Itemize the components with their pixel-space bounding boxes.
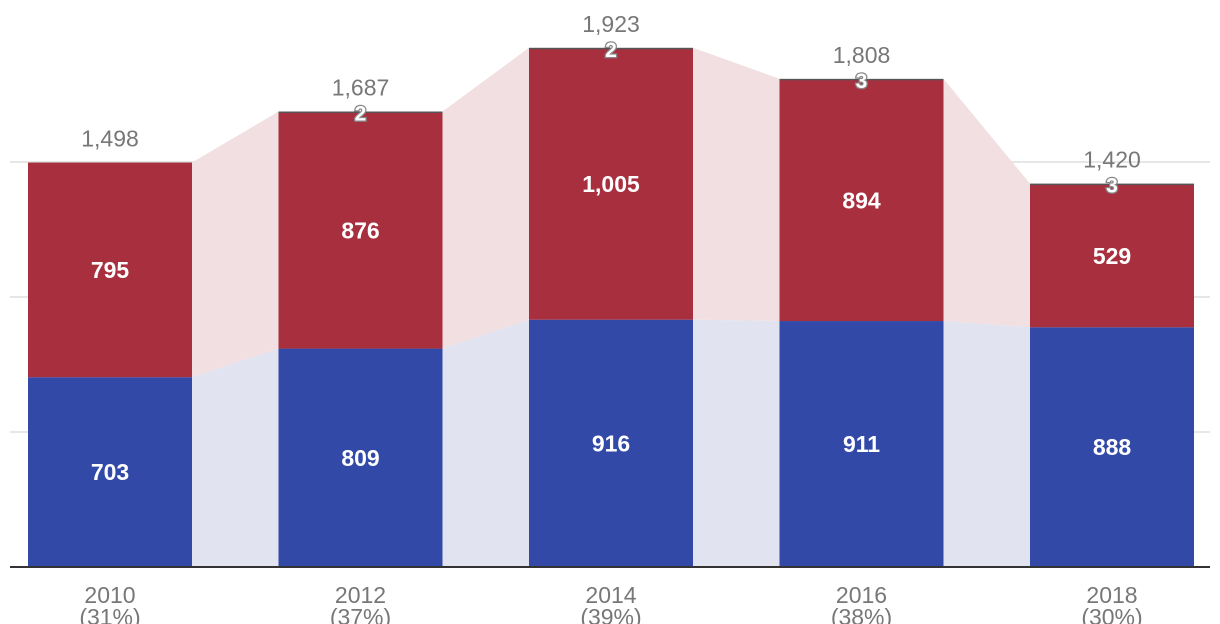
blue-connector-band	[192, 348, 279, 567]
total-label: 1,923	[582, 11, 640, 37]
value-label-blue: 809	[341, 445, 379, 471]
x-tick-label: 2018	[1086, 582, 1137, 608]
value-label-red: 894	[842, 187, 881, 213]
red-connector-band	[442, 47, 529, 349]
total-label: 1,808	[833, 42, 891, 68]
x-tick-sublabel: (30%)	[1081, 604, 1142, 624]
bar-segment-blue	[1030, 327, 1194, 567]
x-tick-label: 2016	[836, 582, 887, 608]
bar-segment-red	[1030, 184, 1194, 328]
bar-segment-red	[28, 162, 192, 378]
x-tick-sublabel: (37%)	[330, 604, 391, 624]
x-tick-label: 2012	[335, 582, 386, 608]
value-label-other: 3	[856, 70, 868, 93]
bar-stacks	[28, 47, 1194, 567]
value-label-other: 2	[355, 103, 367, 126]
x-tick-sublabel: (38%)	[831, 604, 892, 624]
bar-segment-red	[278, 112, 443, 349]
value-label-blue: 916	[592, 430, 630, 456]
x-axis-labels: 2010(31%) 2012(37%) 2014(39%) 2016(38%) 2018…	[79, 582, 1142, 624]
bar-segment-red	[779, 79, 944, 322]
value-label-red: 876	[341, 217, 379, 243]
bar-segment-other	[779, 78, 944, 81]
bar-segment-other	[529, 47, 693, 50]
value-label-other: 2	[605, 39, 617, 62]
connector-bands	[192, 47, 1030, 567]
total-label: 1,498	[81, 126, 139, 152]
bar-segment-other	[1030, 183, 1194, 186]
value-label-red: 795	[91, 257, 130, 283]
value-label-blue: 888	[1093, 434, 1132, 460]
bar-segment-red	[529, 48, 693, 320]
bar-segment-other	[278, 111, 443, 114]
x-tick-label: 2014	[585, 582, 636, 608]
bar-segment-blue	[779, 321, 944, 567]
bar-segment-blue	[529, 319, 693, 567]
value-label-red: 1,005	[582, 171, 640, 197]
value-label-other: 3	[1106, 175, 1118, 198]
total-label: 1,420	[1083, 147, 1141, 173]
value-label-blue: 911	[843, 431, 880, 457]
x-tick-sublabel: (39%)	[580, 604, 641, 624]
red-connector-band	[693, 47, 780, 322]
blue-connector-band	[693, 319, 780, 567]
blue-connector-band	[442, 319, 529, 567]
bar-segment-blue	[278, 348, 443, 567]
total-label: 1,687	[332, 75, 390, 101]
bar-segment-blue	[28, 377, 192, 567]
value-label-blue: 703	[91, 459, 129, 485]
x-tick-sublabel: (31%)	[79, 604, 140, 624]
blue-connector-band	[943, 321, 1030, 567]
red-connector-band	[192, 111, 279, 378]
x-tick-label: 2010	[84, 582, 135, 608]
value-label-red: 529	[1093, 243, 1131, 269]
value-labels: 7037951,49880987621,6879161,00521,923911…	[81, 11, 1141, 485]
red-connector-band	[943, 78, 1030, 328]
